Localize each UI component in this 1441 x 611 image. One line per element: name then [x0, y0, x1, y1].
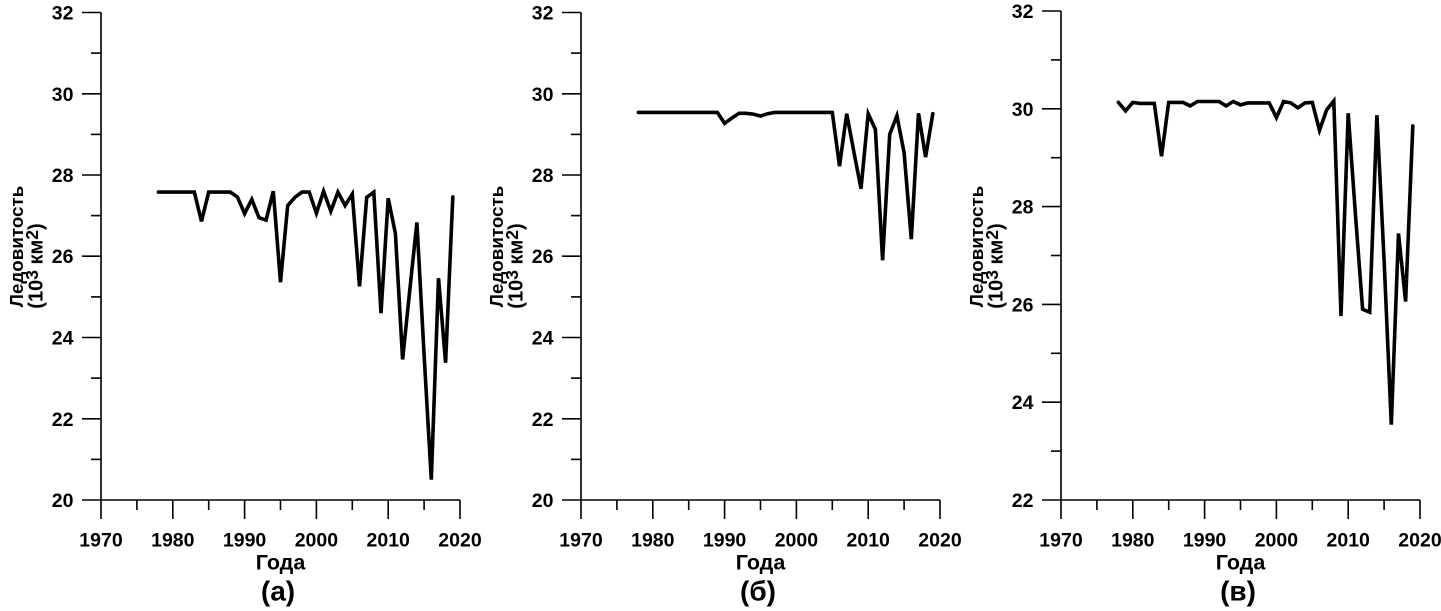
svg-text:20: 20: [52, 490, 74, 512]
svg-text:2000: 2000: [295, 530, 339, 552]
svg-text:1970: 1970: [79, 530, 123, 552]
svg-text:2000: 2000: [775, 530, 819, 552]
svg-text:1980: 1980: [631, 530, 675, 552]
svg-text:30: 30: [1012, 99, 1034, 121]
svg-text:2010: 2010: [367, 530, 411, 552]
svg-text:26: 26: [532, 246, 554, 268]
svg-text:1990: 1990: [223, 530, 267, 552]
svg-text:30: 30: [532, 84, 554, 106]
svg-text:1990: 1990: [1183, 530, 1227, 552]
svg-text:2010: 2010: [1327, 530, 1371, 552]
svg-text:2000: 2000: [1255, 530, 1299, 552]
svg-text:Года: Года: [736, 550, 787, 574]
svg-text:1980: 1980: [1111, 530, 1155, 552]
svg-text:24: 24: [52, 328, 74, 350]
svg-text:1980: 1980: [151, 530, 195, 552]
svg-text:32: 32: [1012, 1, 1034, 23]
svg-text:Ледовитость: Ледовитость: [6, 186, 27, 307]
svg-text:2020: 2020: [1398, 530, 1441, 552]
svg-text:22: 22: [52, 409, 74, 431]
svg-text:Года: Года: [1216, 550, 1267, 574]
svg-text:20: 20: [532, 490, 554, 512]
svg-text:30: 30: [52, 84, 74, 106]
svg-text:32: 32: [532, 3, 554, 25]
svg-text:(в): (в): [1220, 575, 1256, 606]
svg-text:22: 22: [532, 409, 554, 431]
svg-text:26: 26: [1012, 294, 1034, 316]
svg-text:24: 24: [532, 328, 554, 350]
svg-text:1970: 1970: [1039, 530, 1083, 552]
svg-text:2020: 2020: [438, 530, 482, 552]
svg-text:(а): (а): [261, 575, 295, 606]
svg-text:Ледовитость: Ледовитость: [486, 186, 507, 307]
svg-text:22: 22: [1012, 490, 1034, 512]
svg-text:26: 26: [52, 246, 74, 268]
svg-text:Года: Года: [256, 550, 307, 574]
svg-text:32: 32: [52, 3, 74, 25]
svg-text:(103 км2): (103 км2): [502, 223, 528, 308]
svg-text:(б): (б): [740, 575, 776, 606]
svg-text:28: 28: [1012, 197, 1034, 219]
svg-text:1990: 1990: [703, 530, 747, 552]
svg-text:2020: 2020: [918, 530, 962, 552]
svg-text:1970: 1970: [559, 530, 603, 552]
svg-text:28: 28: [52, 165, 74, 187]
svg-text:Ледовитость: Ледовитость: [966, 186, 987, 307]
svg-text:24: 24: [1012, 392, 1034, 414]
svg-text:2010: 2010: [847, 530, 891, 552]
svg-text:28: 28: [532, 165, 554, 187]
